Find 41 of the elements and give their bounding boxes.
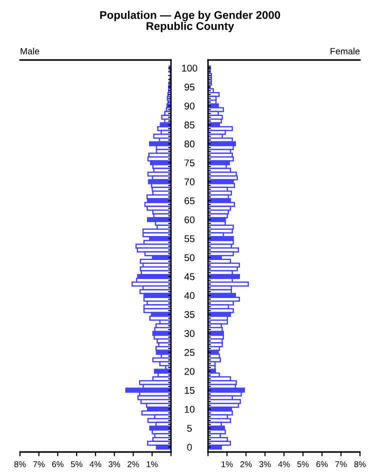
y-tick-label: 95 <box>184 84 194 91</box>
x-tick-label: 6% <box>316 461 328 468</box>
x-tick-label: 4% <box>278 461 290 468</box>
y-tick-label: 40 <box>184 292 195 300</box>
y-tick-label: 70 <box>184 178 195 186</box>
chart-subtitle: Republic County <box>146 22 234 32</box>
chart-title: Population — Age by Gender 2000 <box>100 10 280 22</box>
x-tick-label: 1% <box>146 461 158 468</box>
y-tick-label: 80 <box>184 140 195 148</box>
y-tick-label: 20 <box>184 368 195 375</box>
y-tick-label: 65 <box>184 197 194 204</box>
text: Female <box>330 48 360 54</box>
y-tick-label: 55 <box>184 235 194 242</box>
x-tick-label: 5% <box>70 461 82 468</box>
x-tick-label: 7% <box>335 461 347 468</box>
y-tick-label: 60 <box>184 216 195 224</box>
y-tick-label: 75 <box>184 160 194 166</box>
x-tick-label: 8% <box>354 461 366 468</box>
x-tick-label: 2% <box>128 461 139 468</box>
y-tick-label: 5 <box>187 424 192 432</box>
y-tick-label: 25 <box>184 349 194 356</box>
x-tick-label: 6% <box>52 461 64 468</box>
text: Male <box>20 48 40 54</box>
y-tick-label: 30 <box>184 330 195 337</box>
x-tick-label: 3% <box>108 461 120 468</box>
x-tick-label: 4% <box>90 461 102 468</box>
y-tick-label: 90 <box>184 102 195 110</box>
x-tick-label: 1% <box>222 461 233 468</box>
y-tick-label: 15 <box>184 387 194 394</box>
y-tick-label: 10 <box>184 406 195 413</box>
y-tick-label: 85 <box>184 122 194 128</box>
y-tick-label: 35 <box>184 311 194 318</box>
x-tick-label: 2% <box>240 461 252 468</box>
y-tick-label: 45 <box>184 273 194 280</box>
x-tick-label: 5% <box>297 461 309 468</box>
y-tick-label: 100 <box>182 64 198 72</box>
y-tick-label: 0 <box>187 444 192 451</box>
x-tick-label: 3% <box>259 461 271 468</box>
x-tick-label: 8% <box>14 461 26 468</box>
x-tick-label: 7% <box>33 461 45 468</box>
y-tick-label: 50 <box>184 254 195 262</box>
